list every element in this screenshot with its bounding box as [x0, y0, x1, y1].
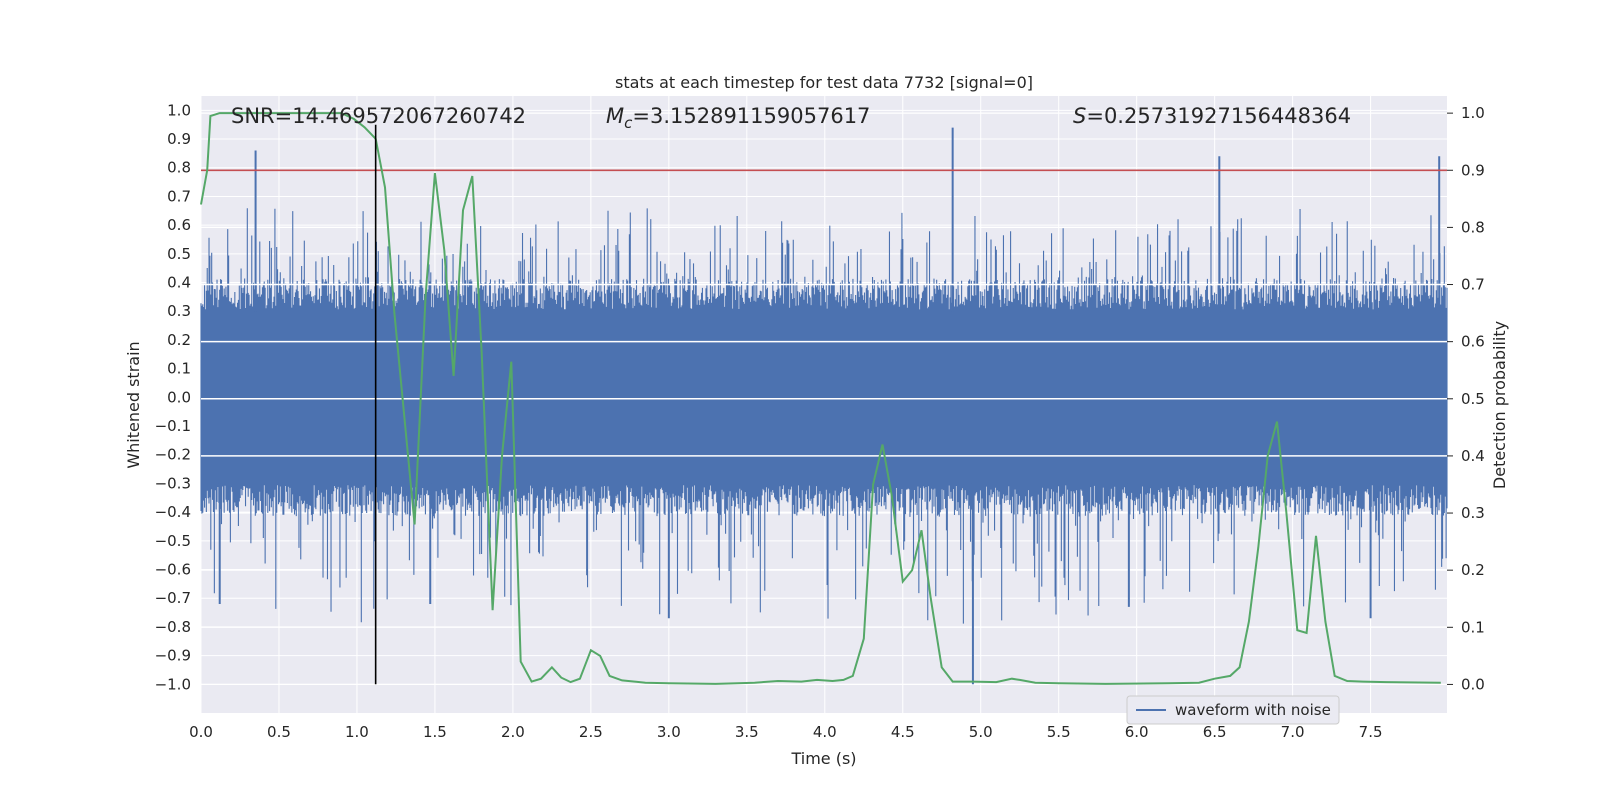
x-axis-label: Time (s) [790, 749, 856, 768]
y-tick-label: 0.2 [167, 331, 191, 349]
x-tick-label: 7.0 [1281, 723, 1305, 741]
mc-value: =3.152891159057617 [632, 104, 870, 128]
y-tick-label: 0.7 [167, 187, 191, 205]
s-annotation: S=0.25731927156448364 [1073, 104, 1351, 128]
y-right-tick-label: 0.9 [1461, 161, 1485, 179]
y-right-tick-label: 0.1 [1461, 618, 1485, 636]
y-right-tick-label: 0.4 [1461, 447, 1485, 465]
s-symbol: S [1073, 104, 1086, 128]
y-tick-label: −0.2 [155, 446, 191, 464]
tick-labels: 0.0 0.5 1.0 1.5 2.0 2.5 3.0 3.5 4.0 4.5 5.0 5.5 6.0 6… [155, 101, 1485, 741]
x-tick-label: 5.5 [1047, 723, 1071, 741]
probability-line [200, 112, 1441, 685]
probability-series [200, 112, 1441, 685]
x-tick-label: 2.0 [501, 723, 525, 741]
y-tick-label: 0.0 [167, 388, 191, 406]
x-tick-label: 6.5 [1203, 723, 1227, 741]
y-tick-label: −1.0 [155, 675, 191, 693]
y-tick-label: 0.3 [167, 302, 191, 320]
x-tick-label: 1.5 [423, 723, 447, 741]
y-right-tick-label: 1.0 [1461, 104, 1485, 122]
x-tick-label: 4.5 [891, 723, 915, 741]
mc-symbol: M [606, 104, 624, 128]
y-tick-label: 0.8 [167, 159, 191, 177]
x-tick-label: 3.5 [735, 723, 759, 741]
y-tick-label: 1.0 [167, 101, 191, 119]
legend-label-waveform: waveform with noise [1175, 701, 1331, 719]
y-tick-label: 0.6 [167, 216, 191, 234]
x-tick-label: 2.5 [579, 723, 603, 741]
mc-annotation: Mc=3.152891159057617 [606, 104, 870, 132]
y-tick-label: −0.5 [155, 532, 191, 550]
waveform-core-band [201, 311, 1447, 484]
legend-box [1126, 695, 1340, 725]
y-tick-label: 0.4 [167, 274, 191, 292]
y-axis-right-label: Detection probability [1490, 321, 1509, 489]
y-tick-label: −0.1 [155, 417, 191, 435]
s-value: =0.25731927156448364 [1086, 104, 1351, 128]
y-tick-label: 0.9 [167, 130, 191, 148]
y-tick-label: −0.6 [155, 561, 191, 579]
y-tick-label: −0.4 [155, 503, 191, 521]
y-tick-label: 0.1 [167, 360, 191, 378]
x-tick-label: 0.0 [189, 723, 213, 741]
y-right-tick-label: 0.0 [1461, 675, 1485, 693]
x-tick-label: 5.0 [969, 723, 993, 741]
chart-title: stats at each timestep for test data 773… [615, 73, 1033, 92]
x-tick-label: 7.5 [1359, 723, 1383, 741]
y-tick-label: −0.8 [155, 618, 191, 636]
y-tick-label: 0.5 [167, 245, 191, 263]
mc-subscript: c [624, 114, 633, 132]
snr-annotation: SNR=14.469572067260742 [231, 104, 526, 128]
legend: waveform with noise [1126, 695, 1340, 725]
y-right-tick-label: 0.5 [1461, 390, 1485, 408]
y-right-tick-label: 0.6 [1461, 333, 1485, 351]
y-right-tick-label: 0.2 [1461, 561, 1485, 579]
y-right-tick-label: 0.8 [1461, 218, 1485, 236]
y-tick-label: −0.9 [155, 647, 191, 665]
y-right-tick-label: 0.7 [1461, 276, 1485, 294]
x-tick-label: 0.5 [267, 723, 291, 741]
y-tick-label: −0.7 [155, 589, 191, 607]
y-tick-label: −0.3 [155, 474, 191, 492]
y-axis-label: Whitened strain [124, 341, 143, 468]
x-tick-label: 4.0 [813, 723, 837, 741]
x-tick-label: 1.0 [345, 723, 369, 741]
x-tick-label: 6.0 [1125, 723, 1149, 741]
x-tick-label: 3.0 [657, 723, 681, 741]
y-right-tick-label: 0.3 [1461, 504, 1485, 522]
